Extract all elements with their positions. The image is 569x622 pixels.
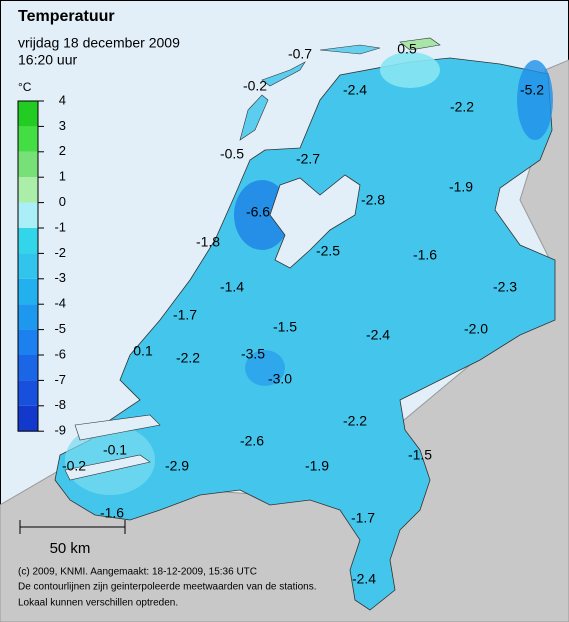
station-value: -0.5 (220, 146, 244, 162)
legend-band (18, 329, 38, 355)
stations: -0.7 0.5 -0.2 -2.4 -2.2 -5.2 -0.5 -2.7 -2.8 -1.9 -… (62, 41, 544, 587)
station-value: -1.5 (408, 447, 432, 463)
legend-band (18, 380, 38, 406)
station-value: -3.0 (268, 371, 292, 387)
legend-tick-label: -3 (54, 270, 66, 285)
footer-line: De contourlijnen zijn geinterpoleerde me… (18, 582, 317, 593)
legend-tick-label: -8 (54, 397, 66, 412)
station-value: -2.2 (343, 413, 367, 429)
legend-tick-label: 1 (59, 169, 66, 184)
ijsselmeer (269, 174, 361, 269)
legend-tick-label: -5 (54, 321, 66, 336)
station-value: -2.6 (240, 433, 264, 449)
legend-tick-label: -7 (54, 372, 66, 387)
station-value: -0.1 (103, 442, 127, 458)
legend-unit: °C (18, 80, 32, 94)
station-value: 0.1 (133, 343, 153, 359)
station-value: -1.7 (351, 510, 375, 526)
station-value: -2.5 (316, 243, 340, 259)
station-value: -2.2 (450, 99, 474, 115)
station-value: -1.4 (220, 279, 244, 295)
legend-tick-label: -9 (54, 423, 66, 438)
estuary (64, 414, 161, 481)
station-value: -1.7 (173, 307, 197, 323)
station-value: 0.5 (397, 41, 417, 57)
legend-frame (17, 100, 39, 432)
station-value: -1.9 (449, 179, 473, 195)
cold-area (517, 60, 553, 140)
station-value: -2.4 (352, 571, 376, 587)
legend-band (18, 405, 38, 432)
station-value: -0.2 (243, 78, 267, 94)
legend-band (18, 177, 38, 203)
legend-tick-label: 4 (59, 92, 66, 107)
date: vrijdag 18 december 2009 (18, 35, 180, 51)
station-value: -2.3 (493, 279, 517, 295)
mild-area (65, 425, 155, 495)
station-value: -1.6 (413, 247, 437, 263)
time: 16:20 uur (18, 52, 77, 68)
legend-tick-label: -4 (54, 296, 66, 311)
station-value: -0.2 (62, 458, 86, 474)
station-value: -1.9 (305, 458, 329, 474)
mild-area (380, 52, 440, 88)
island (261, 61, 306, 87)
legend-band (18, 228, 38, 254)
station-value: -2.2 (176, 350, 200, 366)
station-value: -2.7 (296, 151, 320, 167)
legend-band (18, 355, 38, 381)
legend: 4 3 2 1 0 -1 -2 -3 -4 -5 -6 -7 -8 -9 (17, 92, 66, 438)
legend-band (18, 101, 38, 127)
legend-band (18, 278, 38, 305)
station-value: -0.7 (288, 46, 312, 62)
legend-tick-label: -1 (54, 219, 66, 234)
cold-area (245, 350, 285, 386)
station-value: -1.8 (196, 234, 220, 250)
legend-band (18, 253, 38, 279)
title: Temperatuur (18, 8, 115, 25)
legend-band (18, 304, 38, 330)
island (399, 37, 441, 51)
legend-tick-label: -6 (54, 346, 66, 361)
netherlands (54, 57, 556, 611)
station-value: -1.5 (273, 319, 297, 335)
island (239, 94, 269, 141)
station-value: -2.8 (361, 192, 385, 208)
island (319, 44, 381, 55)
legend-band (18, 202, 38, 228)
legend-tick-label: 2 (59, 143, 66, 158)
station-value: -1.6 (100, 505, 124, 521)
scale-label: 50 km (50, 540, 91, 557)
legend-band (18, 126, 38, 152)
station-value: -2.0 (464, 321, 488, 337)
station-value: -2.4 (343, 82, 367, 98)
station-value: -6.6 (246, 204, 270, 220)
legend-tick-label: 3 (59, 118, 66, 133)
footer-line: (c) 2009, KNMI. Aangemaakt: 18-12-2009, … (18, 567, 257, 578)
station-value: -5.2 (520, 82, 544, 98)
footer-line: Lokaal kunnen verschillen optreden. (18, 598, 178, 609)
station-value: -2.4 (366, 327, 390, 343)
station-value: -3.5 (241, 346, 265, 362)
legend-band (18, 151, 38, 178)
legend-tick-label: 0 (59, 194, 66, 209)
station-value: -2.9 (165, 458, 189, 474)
legend-tick-label: -2 (54, 245, 66, 260)
